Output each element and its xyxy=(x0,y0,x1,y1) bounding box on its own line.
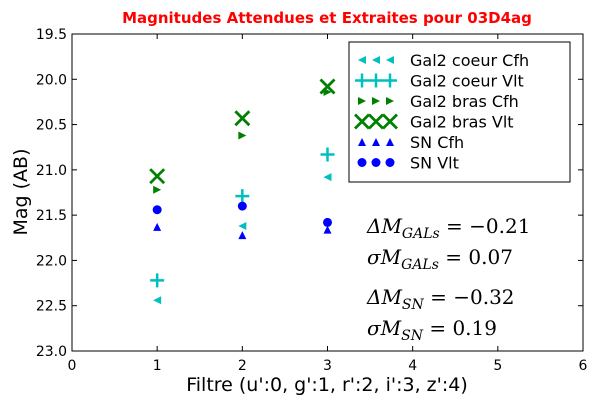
legend-marker xyxy=(383,73,397,88)
data-point xyxy=(150,273,165,288)
legend-box xyxy=(348,41,571,183)
data-point xyxy=(153,185,162,194)
chart-title: Magnitudes Attendues et Extraites pour 0… xyxy=(122,9,532,27)
annotation-value: = 0.19 xyxy=(423,316,497,340)
legend-marker xyxy=(354,113,370,130)
data-point xyxy=(153,222,162,231)
stat-annotation: σMGALs = 0.07 xyxy=(367,245,513,273)
stat-annotation: ΔMSN = −0.32 xyxy=(366,285,515,313)
legend-marker xyxy=(386,97,394,105)
x-tick-label: 3 xyxy=(323,358,332,374)
data-point xyxy=(153,296,162,305)
data-point xyxy=(238,131,247,140)
stat-annotation: σMSN = 0.19 xyxy=(367,316,497,344)
annotation-subscript: GALs xyxy=(402,226,440,242)
x-tick-label: 6 xyxy=(579,358,588,374)
legend-label: Gal2 bras Cfh xyxy=(410,92,519,111)
legend-label: Gal2 coeur Cfh xyxy=(410,51,529,70)
legend-marker xyxy=(372,97,380,105)
y-tick-label: 22.5 xyxy=(36,299,67,315)
x-axis: 0 1 2 3 4 5 6 xyxy=(68,34,588,374)
x-tick-label: 5 xyxy=(493,358,502,374)
data-point xyxy=(152,205,162,215)
legend-label: Gal2 coeur Vlt xyxy=(410,72,524,91)
data-point xyxy=(237,201,247,211)
legend-marker xyxy=(371,158,381,167)
data-points xyxy=(149,78,336,305)
legend-marker xyxy=(368,113,384,130)
x-tick-label: 2 xyxy=(238,358,247,374)
y-tick-label: 20.5 xyxy=(36,118,67,134)
x-tick-label: 1 xyxy=(153,358,162,374)
legend-label: SN Cfh xyxy=(410,133,464,152)
y-tick-label: 19.5 xyxy=(36,27,67,43)
legend-marker xyxy=(358,56,366,64)
y-axis: 19.5 20.0 20.5 21.0 21.5 22.0 22.5 23.0 xyxy=(36,27,583,360)
data-point xyxy=(234,110,251,127)
annotation-value: = −0.21 xyxy=(440,214,531,238)
x-tick-label: 4 xyxy=(408,358,417,374)
legend-label: SN Vlt xyxy=(410,154,459,173)
y-tick-label: 21.0 xyxy=(36,163,67,179)
data-point xyxy=(323,173,332,182)
data-point xyxy=(149,168,166,185)
legend-marker xyxy=(369,73,383,88)
legend-marker xyxy=(385,158,395,167)
annotation-value: = 0.07 xyxy=(439,245,513,269)
legend-marker xyxy=(372,56,380,64)
annotation-subscript: GALs xyxy=(401,257,439,273)
annotation-subscript: SN xyxy=(401,328,424,344)
data-point xyxy=(238,231,247,240)
legend-marker xyxy=(355,73,369,88)
legend-marker xyxy=(382,113,398,130)
data-point xyxy=(323,217,332,227)
annotation-symbol: ΔM xyxy=(366,285,402,309)
legend-marker xyxy=(372,138,380,146)
data-point xyxy=(319,78,336,95)
y-tick-label: 21.5 xyxy=(36,208,67,224)
y-axis-label: Mag (AB) xyxy=(10,149,32,236)
x-tick-label: 0 xyxy=(68,358,77,374)
legend-label: Gal2 bras Vlt xyxy=(410,113,514,132)
legend-marker xyxy=(358,138,366,146)
annotation-value: = −0.32 xyxy=(424,285,515,309)
legend-marker xyxy=(358,97,366,105)
data-point xyxy=(320,147,335,162)
legend-marker xyxy=(386,138,394,146)
y-tick-label: 23.0 xyxy=(36,344,67,360)
annotation-symbol: σM xyxy=(367,245,402,269)
data-point xyxy=(323,225,332,234)
legend-marker xyxy=(386,56,394,64)
data-point xyxy=(238,222,247,231)
annotation-subscript: SN xyxy=(402,297,425,313)
annotation-symbol: ΔM xyxy=(366,214,402,238)
annotation-symbol: σM xyxy=(367,316,402,340)
x-axis-label: Filtre (u':0, g':1, r':2, i':3, z':4) xyxy=(186,374,468,396)
y-tick-label: 22.0 xyxy=(36,253,67,269)
stat-annotation: ΔMGALs = −0.21 xyxy=(366,214,530,242)
y-tick-label: 20.0 xyxy=(36,72,67,88)
legend-marker xyxy=(357,158,367,167)
data-point xyxy=(235,189,250,204)
